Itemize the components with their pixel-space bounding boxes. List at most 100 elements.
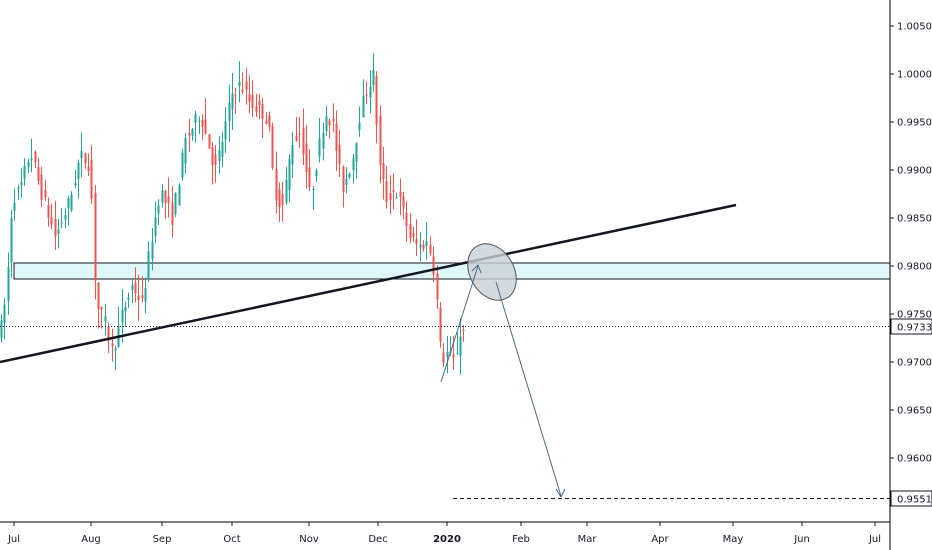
candle-body xyxy=(141,295,144,299)
candle-body xyxy=(184,138,187,165)
candle-body xyxy=(425,241,428,247)
x-tick-label: May xyxy=(723,534,744,545)
candle-body xyxy=(40,174,43,200)
candle-body xyxy=(157,205,160,214)
candle-body xyxy=(218,149,221,162)
candle-body xyxy=(295,135,298,141)
candle-body xyxy=(446,351,449,357)
candle-body xyxy=(34,151,37,163)
candle-body xyxy=(395,196,398,199)
candle-body xyxy=(147,251,150,279)
candle-body xyxy=(352,158,355,171)
candle-body xyxy=(204,119,207,134)
candle-body xyxy=(392,190,395,192)
candle-body xyxy=(318,138,321,157)
candle-body xyxy=(268,115,271,128)
candle-body xyxy=(27,161,30,167)
candle-body xyxy=(191,129,194,136)
candle-body xyxy=(97,282,100,310)
x-tick-label: Aug xyxy=(81,534,101,545)
candle-body xyxy=(348,173,351,178)
candle-body xyxy=(7,266,10,302)
candle-body xyxy=(328,120,331,126)
candle-body xyxy=(281,194,284,205)
candle-body xyxy=(302,127,305,155)
candle-body xyxy=(50,217,53,225)
candle-body xyxy=(181,152,184,178)
candle-body xyxy=(248,93,251,102)
candle-body xyxy=(419,244,422,248)
candle-body xyxy=(271,126,274,168)
candle-body xyxy=(214,154,217,165)
candle-body xyxy=(238,81,241,86)
candle-body xyxy=(459,336,462,356)
y-tick-label: 0.96000 xyxy=(897,454,932,465)
candle-body xyxy=(335,123,338,151)
candle-body xyxy=(23,165,26,179)
candle-body xyxy=(375,76,378,125)
candle-body xyxy=(208,134,211,149)
candle-body xyxy=(84,152,87,164)
candle-body xyxy=(462,330,465,332)
candle-body xyxy=(291,144,294,165)
candle-body xyxy=(422,244,425,249)
x-tick-label: Jun xyxy=(793,534,810,545)
candle-body xyxy=(77,162,80,180)
candle-body xyxy=(74,182,77,186)
x-tick-label: Nov xyxy=(299,534,319,545)
candle-body xyxy=(288,158,291,191)
target-price-label: 0.95511 xyxy=(897,495,932,506)
candle-body xyxy=(137,295,140,301)
candle-body xyxy=(198,120,201,122)
candle-body xyxy=(94,192,97,281)
candle-body xyxy=(322,132,325,149)
candle-body xyxy=(402,196,405,208)
candle-body xyxy=(382,162,385,180)
candle-body xyxy=(436,273,439,300)
candle-body xyxy=(315,170,318,177)
x-tick-label: Oct xyxy=(223,534,240,545)
candle-body xyxy=(154,217,157,236)
trend-line[interactable] xyxy=(0,203,737,364)
candle-body xyxy=(44,190,47,198)
projection-arrows[interactable] xyxy=(440,264,566,499)
candle-body xyxy=(231,93,234,110)
candle-body xyxy=(399,191,402,198)
candle-body xyxy=(107,326,110,342)
candle-body xyxy=(285,179,288,203)
target-price-badge: 0.95511 xyxy=(890,490,932,507)
candle-body xyxy=(114,348,117,351)
candle-body xyxy=(17,187,20,190)
candle-body xyxy=(64,214,67,220)
candle-body xyxy=(124,306,127,312)
candle-body xyxy=(369,86,372,98)
candle-body xyxy=(432,256,435,275)
candle-body xyxy=(100,306,103,310)
time-axis[interactable]: Jul Aug Sep Oct Nov Dec 2020 Feb Mar Apr May Jun Jul xyxy=(7,522,881,545)
candle-body xyxy=(452,354,455,358)
candle-body xyxy=(174,192,177,215)
candle-body xyxy=(389,192,392,201)
x-tick-label: Jul xyxy=(7,534,20,545)
x-tick-label: Feb xyxy=(512,534,530,545)
candle-body xyxy=(439,307,442,342)
candle-body xyxy=(111,343,114,347)
candle-body xyxy=(265,120,268,124)
candle-body xyxy=(164,191,167,203)
candlestick-series xyxy=(0,53,465,375)
candle-body xyxy=(325,116,328,132)
x-tick-label: Dec xyxy=(368,534,387,545)
candle-body xyxy=(188,133,191,136)
y-tick-label: 1.00500 xyxy=(897,22,932,33)
x-tick-label: 2020 xyxy=(433,534,461,545)
candle-body xyxy=(87,166,90,172)
candle-body xyxy=(151,241,154,260)
